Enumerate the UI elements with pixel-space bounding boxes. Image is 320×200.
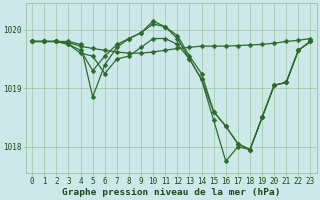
X-axis label: Graphe pression niveau de la mer (hPa): Graphe pression niveau de la mer (hPa) [62,188,281,197]
